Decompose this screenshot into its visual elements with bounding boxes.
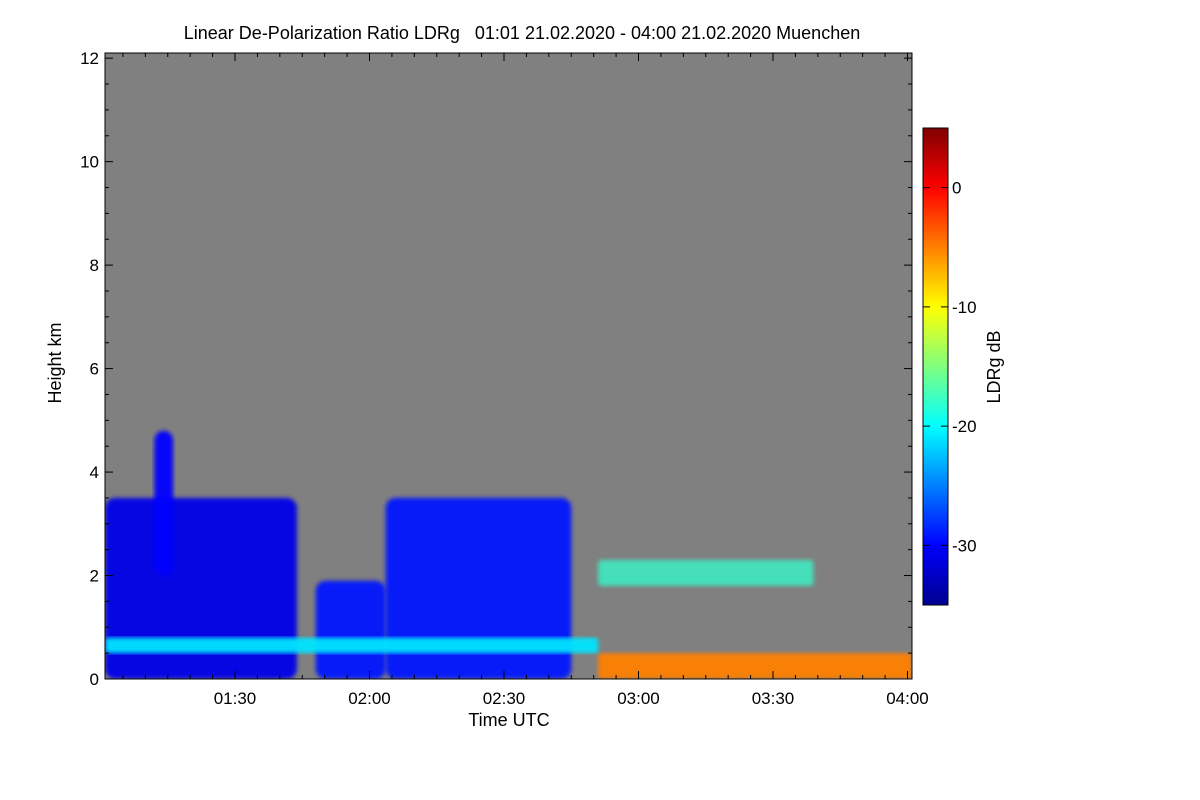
x-tick-label: 02:00 bbox=[348, 689, 391, 708]
feature-low-layer bbox=[105, 637, 599, 654]
feature-cloud-peak bbox=[154, 430, 174, 576]
y-tick-label: 8 bbox=[90, 256, 99, 275]
feature-cloud-block-3 bbox=[385, 497, 572, 679]
y-tick-label: 6 bbox=[90, 360, 99, 379]
feature-cloud-block-2 bbox=[315, 580, 386, 679]
feature-surface-layer bbox=[598, 653, 912, 679]
y-tick-label: 4 bbox=[90, 463, 99, 482]
y-axis-label: Height km bbox=[45, 322, 65, 403]
x-axis-label: Time UTC bbox=[468, 710, 549, 730]
colorbar-ticks: 0 -10 -20 -30 bbox=[923, 179, 977, 555]
y-tick-label: 0 bbox=[90, 670, 99, 689]
y-axis: 0 2 4 6 8 10 12 bbox=[80, 49, 912, 689]
x-tick-label: 03:30 bbox=[752, 689, 795, 708]
x-tick-label: 04:00 bbox=[886, 689, 929, 708]
chart-title: Linear De-Polarization Ratio LDRg 01:01 … bbox=[184, 23, 860, 43]
colorbar-tick-label: -30 bbox=[952, 536, 977, 555]
feature-cloud-block-1 bbox=[105, 497, 297, 679]
plot-area bbox=[104, 52, 913, 680]
plot-frame bbox=[104, 52, 913, 680]
colorbar-tick-label: -10 bbox=[952, 298, 977, 317]
y-tick-label: 12 bbox=[80, 49, 99, 68]
colorbar-gradient bbox=[922, 127, 949, 606]
colorbar-label: LDRg dB bbox=[984, 330, 1004, 403]
data-features bbox=[105, 430, 912, 679]
y-tick-label: 10 bbox=[80, 153, 99, 172]
x-tick-label: 01:30 bbox=[214, 689, 257, 708]
x-tick-label: 02:30 bbox=[483, 689, 526, 708]
x-tick-label: 03:00 bbox=[617, 689, 660, 708]
y-tick-label: 2 bbox=[90, 567, 99, 586]
colorbar-tick-label: -20 bbox=[952, 417, 977, 436]
x-axis: 01:30 02:00 02:30 03:00 03:30 04:00 bbox=[122, 53, 929, 708]
colorbar: 0 -10 -20 -30 LDRg dB bbox=[922, 127, 1004, 606]
colorbar-tick-label: 0 bbox=[952, 179, 961, 198]
feature-mid-layer bbox=[598, 560, 814, 586]
